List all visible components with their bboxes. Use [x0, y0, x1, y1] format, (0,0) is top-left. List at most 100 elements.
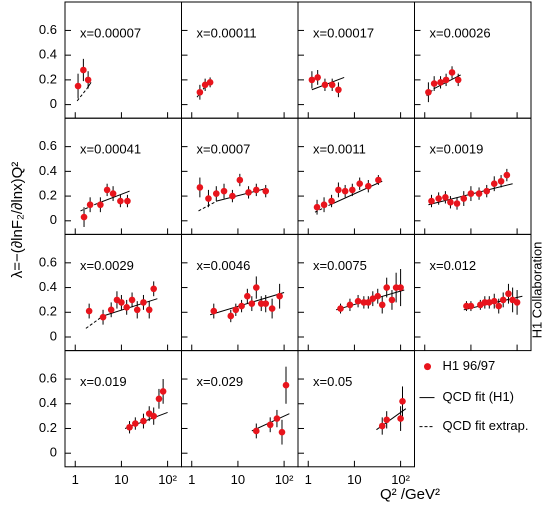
data-point: [252, 427, 260, 435]
data-point: [490, 297, 498, 305]
data-point: [276, 292, 283, 300]
data-point: [107, 306, 115, 314]
data-point: [467, 302, 475, 310]
data-point: [262, 187, 270, 195]
data-point: [485, 299, 493, 306]
data-point: [349, 186, 356, 194]
data-point: [248, 300, 256, 307]
legend-marker: [424, 363, 431, 371]
data-point: [435, 195, 442, 202]
y-tick-label: 0.6: [39, 22, 57, 37]
data-point: [460, 195, 468, 202]
panel-label: x=0.012: [430, 258, 477, 273]
data-point: [505, 290, 512, 298]
data-point: [397, 415, 404, 422]
data-point: [128, 296, 136, 304]
data-point: [503, 171, 511, 179]
data-point: [132, 420, 139, 427]
data-point: [378, 301, 386, 309]
data-point: [74, 82, 82, 90]
x-tick-label: 10: [347, 472, 361, 487]
data-point: [145, 306, 153, 314]
data-point: [201, 81, 209, 89]
data-point: [212, 190, 220, 197]
data-point: [383, 416, 390, 424]
data-point: [356, 180, 363, 188]
data-point: [103, 186, 111, 194]
panel-label: x=0.0011: [313, 142, 366, 157]
data-point: [150, 412, 157, 420]
y-tick-label: 0: [50, 96, 57, 111]
data-point: [454, 76, 462, 84]
data-point: [399, 397, 406, 405]
x-tick-label: 1: [72, 472, 79, 487]
data-point: [118, 299, 125, 306]
x-tick-label: 10²: [158, 472, 177, 487]
data-point: [346, 301, 354, 309]
data-point: [497, 177, 505, 185]
data-point: [85, 307, 93, 315]
y-tick-label: 0.2: [39, 420, 57, 435]
data-point: [196, 184, 204, 191]
x-axis-label: Q² /GeV²: [380, 486, 440, 503]
data-point: [341, 187, 349, 195]
data-point: [442, 194, 449, 201]
panel-label: x=0.0075: [313, 258, 367, 273]
x-tick-label: 1: [188, 472, 195, 487]
panel-frame: [297, 350, 415, 468]
data-point: [365, 299, 372, 306]
panel-frame: [181, 1, 299, 119]
data-point: [232, 306, 240, 314]
data-point: [236, 176, 244, 184]
panel-label: x=0.00007: [80, 25, 141, 40]
data-point: [126, 423, 133, 431]
y-tick-label: 0.2: [39, 71, 57, 86]
data-point: [437, 79, 444, 86]
data-point: [337, 305, 344, 312]
panel-frame: [297, 1, 415, 119]
data-point: [268, 305, 276, 312]
legend-label: QCD fit (H1): [443, 389, 515, 404]
panel-frame: [64, 233, 182, 352]
data-point: [447, 198, 454, 206]
data-point: [206, 79, 214, 86]
y-tick-label: 0.4: [39, 163, 57, 178]
data-point: [499, 296, 507, 304]
data-point: [453, 200, 461, 207]
panel-label: x=0.05: [313, 374, 352, 389]
panel-label: x=0.0007: [197, 142, 251, 157]
data-point: [369, 295, 377, 302]
data-point: [252, 284, 260, 291]
y-tick-label: 0.2: [39, 188, 57, 203]
data-point: [495, 302, 503, 310]
y-tick-label: 0.4: [39, 279, 57, 294]
data-point: [320, 201, 328, 209]
data-point: [475, 190, 483, 197]
data-point: [314, 74, 321, 81]
panel-frame: [297, 117, 415, 235]
data-point: [278, 428, 286, 436]
panel-label: x=0.0019: [430, 142, 484, 157]
x-tick-label: 10: [231, 472, 245, 487]
data-point: [513, 299, 521, 306]
x-tick-label: 10²: [391, 472, 410, 487]
data-point: [335, 186, 342, 194]
y-tick-label: 0.2: [39, 304, 57, 319]
data-point: [227, 312, 235, 320]
data-point: [80, 213, 88, 221]
data-point: [335, 86, 342, 94]
data-point: [117, 197, 124, 205]
data-point: [490, 180, 498, 188]
panel-label: x=0.00017: [313, 25, 374, 40]
x-tick-label: 10: [114, 472, 128, 487]
panel-frame: [414, 233, 532, 352]
data-point: [99, 313, 107, 321]
panel-frame: [181, 350, 299, 468]
panel-label: x=0.00041: [80, 142, 141, 157]
data-point: [109, 190, 117, 197]
data-point: [133, 306, 141, 314]
y-axis-label: λ=−(∂lnF₂/∂lnx)Q²: [9, 162, 26, 279]
data-point: [483, 187, 491, 195]
data-point: [140, 417, 147, 425]
panel-label: x=0.0029: [80, 258, 134, 273]
